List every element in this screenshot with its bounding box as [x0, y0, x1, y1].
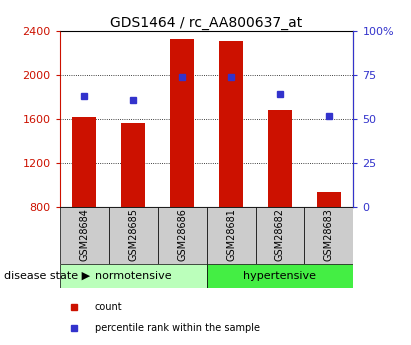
Text: GSM28686: GSM28686 [177, 208, 187, 261]
Bar [60, 264, 206, 288]
Text: hypertensive: hypertensive [243, 271, 316, 281]
Bar [317, 191, 341, 207]
Bar [109, 207, 157, 264]
Bar [72, 117, 96, 207]
Text: GSM28681: GSM28681 [226, 208, 236, 261]
Bar [219, 41, 243, 207]
Bar [206, 207, 256, 264]
Bar [157, 207, 206, 264]
Text: percentile rank within the sample: percentile rank within the sample [95, 323, 260, 333]
Text: GSM28683: GSM28683 [324, 208, 334, 261]
Bar [268, 110, 292, 207]
Text: GSM28685: GSM28685 [128, 208, 138, 261]
Text: normotensive: normotensive [95, 271, 171, 281]
Bar [206, 264, 353, 288]
Text: GSM28682: GSM28682 [275, 208, 285, 261]
Bar [305, 207, 353, 264]
Bar [170, 39, 194, 207]
Text: disease state ▶: disease state ▶ [4, 271, 90, 281]
Bar [121, 124, 145, 207]
Text: GSM28684: GSM28684 [79, 208, 89, 261]
Bar [256, 207, 305, 264]
Bar [60, 207, 109, 264]
Text: count: count [95, 302, 122, 312]
Title: GDS1464 / rc_AA800637_at: GDS1464 / rc_AA800637_at [111, 16, 302, 30]
